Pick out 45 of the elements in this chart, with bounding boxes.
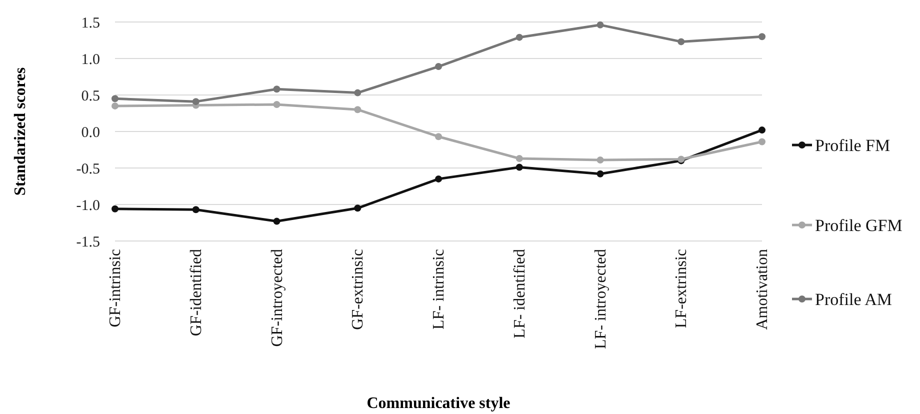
y-tick-label: 1.5 xyxy=(81,15,100,32)
legend-label: Profile GFM xyxy=(815,216,902,235)
point xyxy=(112,95,118,102)
y-axis-title: Standarized scores xyxy=(12,67,29,196)
x-tick-label: LF- intrinsic xyxy=(430,249,448,330)
y-tick-label: 0.5 xyxy=(81,88,100,104)
x-tick-label: LF- introyected xyxy=(592,249,610,349)
point xyxy=(112,205,118,212)
point xyxy=(596,156,604,164)
point xyxy=(435,133,442,140)
x-tick-label: GF-identified xyxy=(188,249,205,336)
point xyxy=(435,63,442,70)
legend-label: Profile AM xyxy=(815,290,892,309)
point xyxy=(273,100,280,108)
point xyxy=(354,89,362,96)
x-tick-label: Amotivation xyxy=(754,249,771,330)
x-tick-label: LF-extrinsic xyxy=(673,249,690,328)
point xyxy=(354,204,362,212)
point xyxy=(435,175,442,182)
x-tick-label: GF-introyected xyxy=(268,249,286,347)
x-tick-label: GF-intrinsic xyxy=(107,249,124,328)
y-tick-label: -1.5 xyxy=(76,234,100,250)
point xyxy=(758,138,766,146)
x-axis-title: Communicative style xyxy=(366,395,510,412)
point xyxy=(192,206,200,214)
legend-label: Profile FM xyxy=(815,136,890,155)
x-tick-label: LF- identified xyxy=(511,249,528,338)
point xyxy=(516,34,523,41)
y-tick-label: 1.0 xyxy=(81,52,100,68)
point xyxy=(516,155,523,162)
point xyxy=(596,21,604,28)
point xyxy=(192,98,200,106)
y-tick-label: 0.0 xyxy=(81,124,100,141)
point xyxy=(516,164,523,171)
point xyxy=(758,126,766,134)
point xyxy=(273,218,280,225)
x-tick-label: GF-extrinsic xyxy=(350,249,367,330)
point xyxy=(354,106,362,114)
point xyxy=(596,170,604,178)
point xyxy=(273,86,280,93)
point xyxy=(112,102,118,110)
y-tick-label: -1.0 xyxy=(76,198,100,214)
y-tick-label: -0.5 xyxy=(76,161,100,178)
point xyxy=(758,33,766,40)
point xyxy=(678,38,685,46)
